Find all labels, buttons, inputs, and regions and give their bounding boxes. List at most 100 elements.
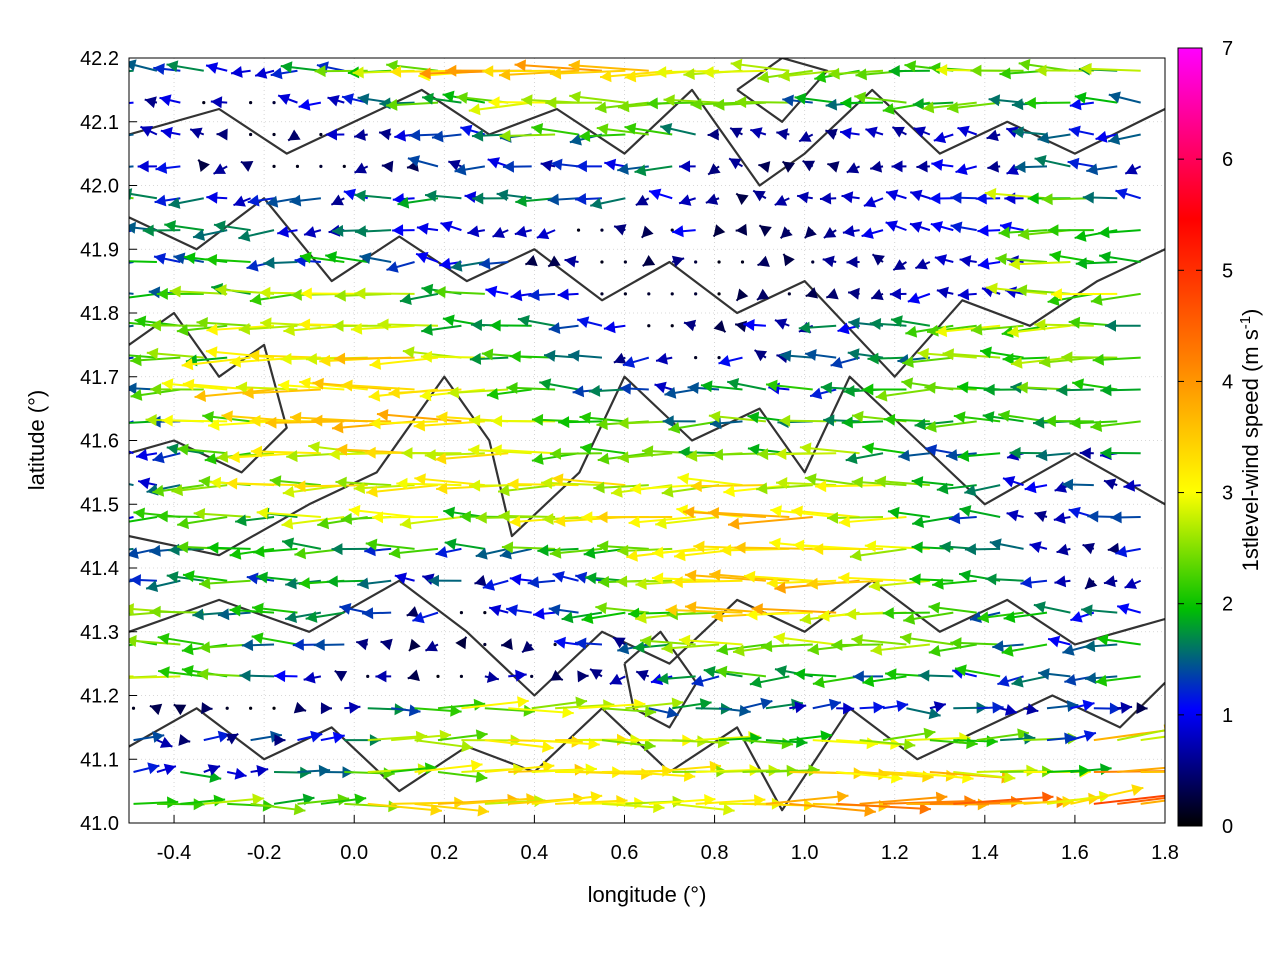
wind-arrow [1074,92,1118,104]
wind-arrow [600,228,604,232]
wind-arrow [1020,576,1048,589]
wind-arrow [729,127,743,139]
wind-arrow [617,417,673,430]
wind-arrow [828,67,884,80]
wind-arrow [1104,319,1141,332]
wind-arrow [1108,91,1141,104]
wind-arrow [887,506,931,519]
wind-arrow [568,349,603,362]
wind-arrow [203,764,221,776]
wind-arrow [153,252,181,265]
wind-arrow [344,701,361,714]
wind-arrow [970,64,1024,77]
wind-arrow [129,321,158,327]
wind-arrow [228,451,298,464]
wind-arrow [932,577,977,590]
wind-arrow [510,289,532,302]
x-axis: -0.4 -0.2 0.0 0.2 0.4 0.6 0.8 1.0 1.2 1.4 1.6 1.8 [157,815,1179,864]
wind-arrow [998,226,1048,239]
wind-arrow [617,544,673,557]
wind-arrow [388,386,462,399]
wind-arrow [870,288,884,301]
wind-arrow [804,473,860,487]
wind-arrow [1049,250,1094,263]
wind-arrow [679,160,696,173]
wind-arrow [251,632,298,646]
wind-arrow [735,192,749,205]
wind-arrow [375,670,392,683]
wind-arrow [297,730,323,743]
wind-arrow [483,611,487,615]
wind-arrow [924,381,977,394]
wind-arrow [789,701,807,714]
wind-arrow [501,638,513,650]
wind-arrow [421,92,462,105]
colorbar-tick-label: 0 [1222,816,1233,838]
wind-arrow [959,255,977,267]
wind-arrow [718,704,751,717]
wind-arrow [1117,701,1133,714]
wind-arrow [712,224,726,238]
wind-arrow [663,94,720,107]
wind-arrow [182,570,228,583]
wind-arrow [665,604,743,617]
wind-arrow [906,707,941,720]
wind-arrow [794,92,837,105]
wind-arrow [133,731,165,743]
wind-arrow [1100,447,1141,459]
wind-arrow [150,383,204,396]
wind-arrow [652,546,720,559]
wind-arrow [1053,512,1071,524]
wind-arrow [238,229,275,242]
wind-arrow [487,157,509,169]
wind-arrow [129,260,157,263]
wind-arrow [683,319,697,332]
y-tick-label: 41.8 [80,303,119,325]
wind-arrow [1012,126,1048,139]
wind-arrow [812,675,860,689]
wind-arrow [1140,770,1165,773]
wind-arrow [251,602,298,615]
wind-arrow [779,349,813,362]
wind-arrow [655,352,673,365]
wind-arrow [578,130,626,142]
wind-arrow [752,189,767,202]
colorbar-label: 1stlevel-wind speed (m s-1) [1237,309,1263,572]
wind-arrow [508,669,527,682]
wind-arrow [672,225,696,238]
wind-arrow [531,413,579,426]
wind-arrow [959,505,1001,518]
wind-arrow [588,384,626,397]
wind-arrow [774,194,790,206]
wind-arrow [168,197,204,209]
wind-arrow [272,132,276,137]
wind-arrow [342,164,346,168]
wind-arrow [859,738,916,751]
wind-arrow [1000,732,1036,745]
wind-arrow [412,611,439,624]
wind-arrow [781,160,795,173]
wind-arrow [1039,355,1094,368]
wind-arrow [416,222,439,235]
wind-arrow [985,282,1048,295]
wind-arrow [359,252,392,265]
wind-arrow [467,225,486,238]
wind-arrow [743,319,766,331]
wind-arrow [376,409,462,423]
wind-arrow [356,638,369,651]
wind-arrow [557,288,579,301]
wind-arrow [751,603,837,615]
wind-arrow [946,101,1001,114]
wind-arrow [1093,702,1121,715]
wind-arrow [129,643,134,647]
wind-arrow [1056,384,1094,397]
wind-arrow [838,515,907,528]
wind-arrow [929,701,947,713]
wind-arrow [250,802,306,816]
wind-arrow [1041,193,1094,206]
wind-arrow [294,480,368,493]
wind-arrow [804,226,817,239]
wind-arrow [229,604,275,617]
wind-arrow [161,378,228,391]
wind-arrow [717,356,721,360]
